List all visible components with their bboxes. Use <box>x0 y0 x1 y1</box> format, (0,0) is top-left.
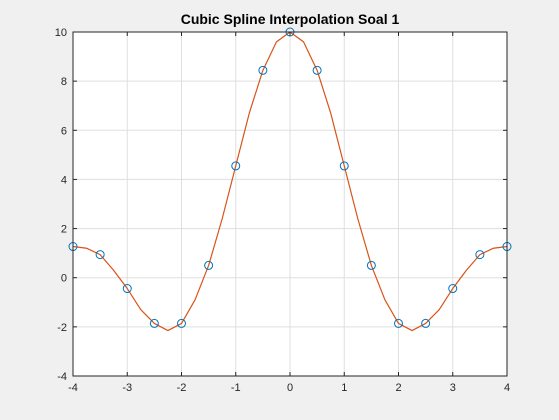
data-point-marker <box>366 260 376 270</box>
y-tick-label: 0 <box>61 273 67 285</box>
x-tick-labels: -4 -3 -2 -1 0 1 2 3 4 <box>68 382 510 394</box>
x-tick-label: 1 <box>341 382 347 394</box>
y-tick-label: -4 <box>57 371 67 383</box>
data-point-marker <box>95 250 105 260</box>
y-tick-label: 10 <box>55 27 67 39</box>
data-point-marker <box>122 284 132 294</box>
x-tick-label: -3 <box>122 382 132 394</box>
y-tick-label: -2 <box>57 322 67 334</box>
data-point-marker <box>312 65 322 75</box>
tick-marks <box>72 31 508 377</box>
y-tick-label: 8 <box>61 76 67 88</box>
data-point-marker <box>149 318 159 328</box>
data-point-marker <box>177 318 186 328</box>
data-point-marker <box>475 250 485 260</box>
data-point-marker <box>394 318 403 328</box>
chart-title: Cubic Spline Interpolation Soal 1 <box>181 11 400 27</box>
x-tick-label: -4 <box>68 382 78 394</box>
y-tick-labels: -4 -2 0 2 4 6 8 10 <box>55 27 67 383</box>
data-point-marker <box>231 161 241 171</box>
x-tick-label: 3 <box>450 382 456 394</box>
data-point-marker <box>421 318 431 328</box>
y-tick-label: 2 <box>61 224 67 236</box>
data-point-marker <box>448 284 458 294</box>
x-tick-label: 4 <box>504 382 510 394</box>
x-tick-label: -1 <box>231 382 241 394</box>
y-tick-label: 6 <box>61 125 67 137</box>
x-tick-label: 2 <box>395 382 401 394</box>
data-point-marker <box>258 65 268 75</box>
data-point-marker <box>204 260 214 270</box>
x-tick-label: 0 <box>287 382 293 394</box>
y-tick-label: 4 <box>61 174 67 186</box>
data-point-marker <box>339 161 349 171</box>
x-tick-label: -2 <box>177 382 187 394</box>
